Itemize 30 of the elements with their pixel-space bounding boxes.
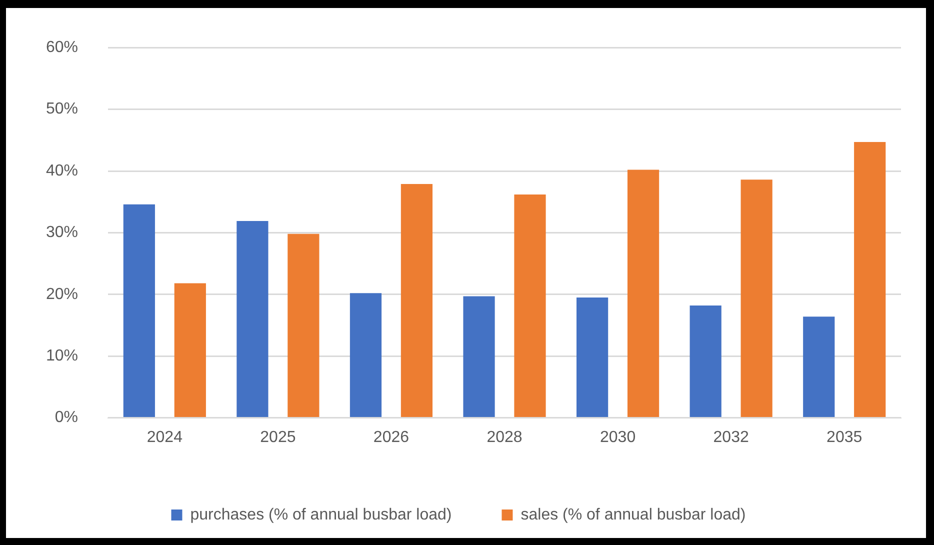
bar bbox=[463, 296, 495, 418]
y-tick-label: 30% bbox=[46, 224, 78, 242]
legend-label: sales (% of annual busbar load) bbox=[520, 506, 746, 524]
bar bbox=[740, 180, 772, 418]
bar bbox=[854, 142, 886, 418]
y-tick-label: 20% bbox=[46, 286, 78, 303]
bar bbox=[690, 306, 722, 418]
x-tick-label: 2025 bbox=[260, 428, 296, 446]
x-tick-label: 2028 bbox=[486, 428, 522, 446]
x-tick-label: 2026 bbox=[373, 428, 410, 446]
x-tick-label: 2030 bbox=[600, 428, 636, 446]
x-tick-label: 2035 bbox=[826, 428, 862, 446]
bar bbox=[236, 220, 268, 418]
x-tick-label: 2024 bbox=[146, 428, 183, 446]
bar bbox=[350, 293, 382, 418]
legend-label: purchases (% of annual busbar load) bbox=[190, 506, 452, 524]
bar bbox=[123, 204, 155, 418]
y-tick-label: 50% bbox=[46, 100, 78, 118]
bar bbox=[576, 297, 608, 418]
bar bbox=[803, 316, 835, 418]
bar bbox=[627, 170, 660, 418]
x-tick-label: 2032 bbox=[713, 428, 749, 446]
bar bbox=[514, 194, 546, 418]
y-tick-label: 10% bbox=[46, 348, 78, 365]
bar bbox=[288, 234, 320, 418]
bar bbox=[400, 184, 433, 418]
y-tick-label: 60% bbox=[46, 39, 78, 56]
bar bbox=[174, 283, 206, 418]
y-tick-label: 40% bbox=[46, 162, 78, 180]
y-tick-label: 0% bbox=[54, 409, 78, 426]
